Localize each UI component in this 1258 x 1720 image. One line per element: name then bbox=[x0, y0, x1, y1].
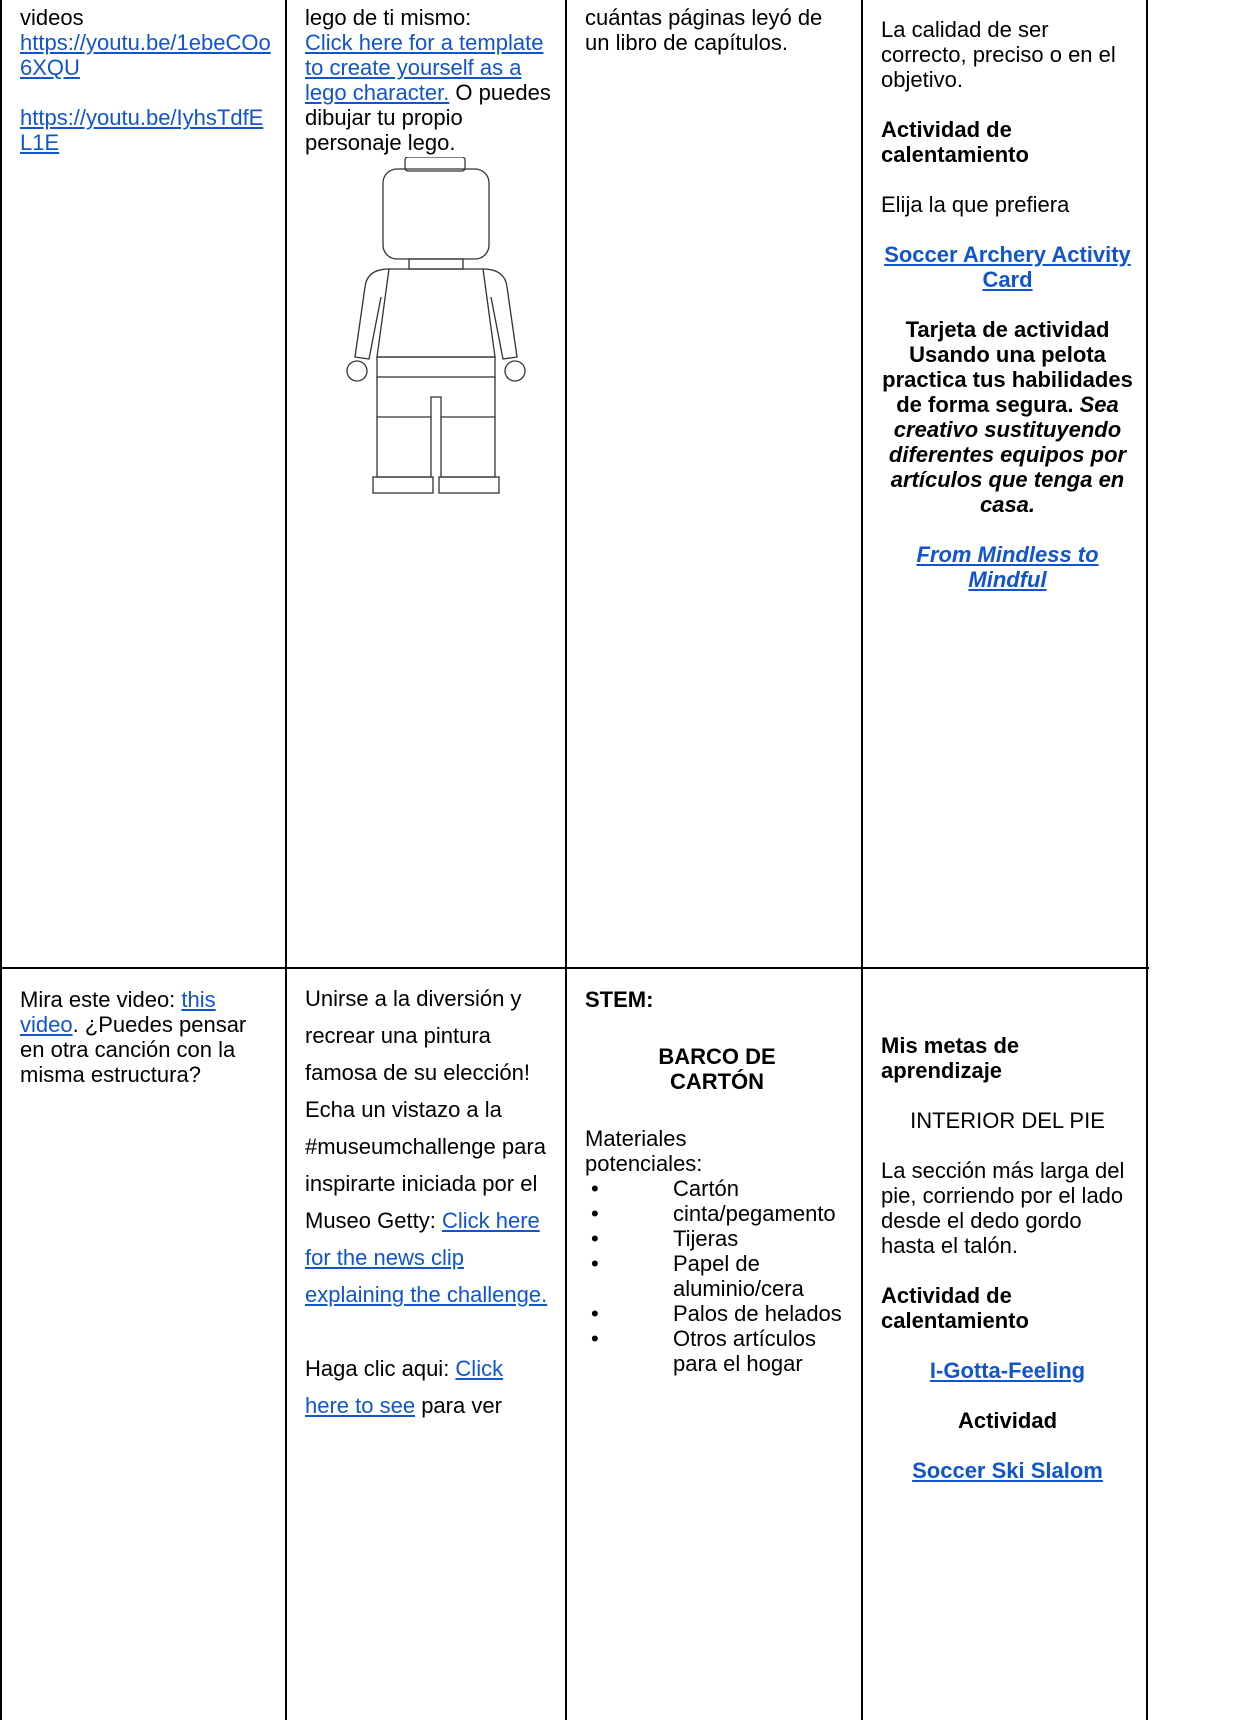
text: INTERIOR DEL PIE bbox=[910, 1108, 1105, 1133]
text: cuántas páginas leyó de un libro de capí… bbox=[585, 5, 823, 55]
text: Mira este video: bbox=[20, 987, 182, 1012]
list-item: cinta/pegamento bbox=[585, 1201, 849, 1226]
link[interactable]: Soccer Ski Slalom bbox=[912, 1458, 1103, 1483]
lego-figure bbox=[346, 156, 526, 494]
list-item: Otros artículos para el hogar bbox=[585, 1326, 849, 1376]
link[interactable]: From Mindless to Mindful bbox=[916, 542, 1099, 592]
text: Haga clic aqui: bbox=[305, 1356, 456, 1381]
list-item: Palos de helados bbox=[585, 1301, 849, 1326]
cell: Mis metas de aprendizaje INTERIOR DEL PI… bbox=[863, 1033, 1146, 1508]
text: lego de ti mismo: bbox=[305, 5, 472, 30]
border bbox=[285, 0, 287, 1720]
link[interactable]: Click here for the news clip explaining … bbox=[305, 1208, 548, 1307]
text: . ¿Puedes pensar en otra canción con la … bbox=[20, 1012, 247, 1087]
border bbox=[0, 967, 1149, 969]
text: Unirse a la diversión y recrear una pint… bbox=[305, 986, 531, 1085]
cell: STEM: BARCO DE CARTÓN Materiales potenci… bbox=[567, 987, 861, 1376]
text: O puedes dibujar tu propio personaje leg… bbox=[305, 80, 551, 155]
text: Tarjeta de actividad Usando una pelota p… bbox=[882, 317, 1133, 417]
cell: La calidad de ser correcto, preciso o en… bbox=[863, 17, 1146, 617]
heading: STEM: bbox=[585, 987, 654, 1012]
text: videos bbox=[20, 5, 84, 30]
border bbox=[565, 0, 567, 1720]
list-item: Cartón bbox=[585, 1176, 849, 1201]
text: La calidad de ser correcto, preciso o en… bbox=[881, 17, 1116, 92]
list-item: Papel de aluminio/cera bbox=[585, 1251, 849, 1301]
link[interactable]: Click here to see bbox=[305, 1356, 504, 1418]
link[interactable]: Click here for a template to create your… bbox=[305, 30, 544, 105]
heading: Mis metas de aprendizaje bbox=[881, 1033, 1020, 1083]
cell: cuántas páginas leyó de un libro de capí… bbox=[567, 5, 861, 55]
heading: Actividad bbox=[957, 1408, 1058, 1433]
text: Materiales potenciales: bbox=[585, 1126, 703, 1176]
heading: Actividad de calentamiento bbox=[881, 1283, 1029, 1333]
text: para ver bbox=[415, 1393, 502, 1418]
heading: Actividad de calentamiento bbox=[881, 117, 1029, 167]
text: Sea creativo sustituyendo diferentes equ… bbox=[888, 392, 1127, 517]
link[interactable]: https://youtu.be/1ebeCOo6XQU bbox=[20, 30, 271, 80]
cell: videos https://youtu.be/1ebeCOo6XQU http… bbox=[2, 5, 285, 180]
list-item: Tijeras bbox=[585, 1226, 849, 1251]
border bbox=[0, 0, 2, 1720]
link[interactable]: Soccer Archery Activity Card bbox=[884, 242, 1131, 292]
link[interactable]: https://youtu.be/IyhsTdfEL1E bbox=[20, 105, 264, 155]
cell: Unirse a la diversión y recrear una pint… bbox=[287, 980, 565, 1424]
text: Elija la que prefiera bbox=[881, 192, 1070, 217]
cell: Mira este video: this video. ¿Puedes pen… bbox=[2, 987, 285, 1087]
list: Cartón cinta/pegamento Tijeras Papel de … bbox=[585, 1176, 849, 1376]
border bbox=[1146, 0, 1148, 1720]
border bbox=[861, 0, 863, 1720]
text: Echa un vistazo a la #museumchallenge pa… bbox=[305, 1097, 546, 1233]
heading: BARCO DE CARTÓN bbox=[658, 1044, 776, 1094]
text: La sección más larga del pie, corriendo … bbox=[881, 1158, 1125, 1258]
link[interactable]: this video bbox=[20, 987, 216, 1037]
cell: lego de ti mismo: Click here for a templ… bbox=[287, 5, 565, 562]
link[interactable]: I-Gotta-Feeling bbox=[929, 1358, 1086, 1383]
